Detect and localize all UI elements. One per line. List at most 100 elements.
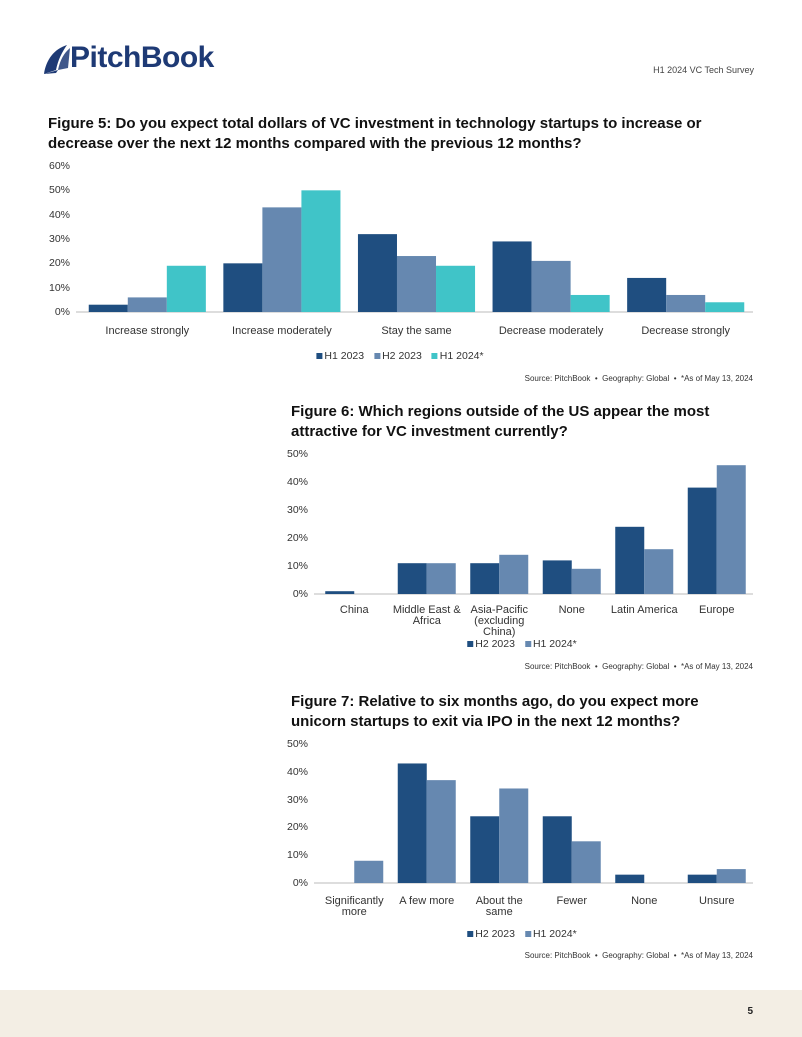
source-note: Source: PitchBook • Geography: Global • …: [524, 951, 753, 960]
chart-title: Figure 6: Which regions outside of the U…: [291, 403, 710, 440]
legend-swatch: [431, 353, 438, 359]
x-tick-label: Latin America: [610, 604, 678, 616]
x-tick-label: About the same: [475, 895, 523, 918]
bar: [325, 591, 355, 594]
y-tick-label: 30%: [286, 793, 308, 806]
bar: [615, 874, 645, 883]
y-tick-label: 40%: [48, 208, 70, 221]
legend: H2 2023 H1 2024*: [467, 638, 577, 650]
legend-label: H2 2023: [475, 638, 515, 650]
source-note: Source: PitchBook • Geography: Global • …: [524, 374, 753, 383]
bar: [531, 260, 571, 312]
bar: [492, 241, 532, 312]
y-tick-label: 30%: [48, 233, 70, 245]
bar: [687, 487, 717, 594]
x-tick-label: Fewer: [556, 895, 588, 907]
logo-icon: [44, 45, 70, 74]
bar: [499, 788, 529, 883]
legend-label: H1 2024*: [532, 928, 577, 940]
x-tick-label: Increase moderately: [232, 325, 332, 337]
x-tick-label: Asia-Pacific (excluding China): [470, 604, 528, 638]
bar: [627, 277, 667, 312]
bar: [716, 465, 746, 594]
bar: [499, 554, 529, 594]
source-note: Source: PitchBook • Geography: Global • …: [524, 662, 753, 671]
report-name: H1 2024 VC Tech Survey: [653, 65, 754, 75]
bar: [666, 294, 706, 312]
bar: [88, 304, 128, 312]
bar: [354, 860, 384, 883]
bar: [397, 763, 427, 883]
y-tick-label: 10%: [286, 560, 308, 572]
y-tick-label: 40%: [286, 765, 308, 778]
x-tick-label: Stay the same: [381, 325, 452, 337]
bar: [301, 190, 341, 312]
legend-swatch: [524, 931, 531, 937]
x-tick-label: Significantly more: [324, 895, 384, 918]
bar: [542, 816, 572, 883]
bar: [716, 869, 746, 883]
bar: [615, 526, 645, 594]
bar: [470, 816, 500, 883]
x-tick-label: Decrease moderately: [498, 325, 604, 337]
bar: [426, 563, 456, 594]
bar: [223, 263, 263, 312]
legend-label: H1 2024*: [439, 350, 484, 362]
x-tick-label: None: [558, 604, 585, 616]
bar: [357, 234, 397, 312]
bar: [436, 265, 476, 312]
y-tick-label: 50%: [286, 738, 308, 750]
bar: [166, 265, 206, 312]
y-tick-label: 20%: [48, 257, 70, 270]
legend-swatch: [374, 353, 381, 359]
legend-item: H2 2023: [374, 350, 422, 362]
x-tick-label: Europe: [699, 604, 735, 616]
y-tick-label: 0%: [292, 877, 308, 889]
legend-item: H2 2023: [467, 638, 515, 650]
x-tick-label: Increase strongly: [105, 325, 190, 337]
bar: [687, 874, 717, 883]
bar: [262, 207, 302, 312]
x-tick-label: Decrease strongly: [641, 325, 731, 337]
bar: [396, 256, 437, 312]
y-tick-label: 30%: [286, 504, 308, 516]
legend-item: H1 2023: [316, 350, 364, 362]
legend-label: H2 2023: [382, 350, 422, 362]
x-tick-label: Middle East & Africa: [392, 604, 461, 627]
y-tick-label: 0%: [292, 588, 308, 600]
bar: [426, 780, 456, 883]
x-tick-label: China: [339, 604, 369, 616]
bar: [705, 302, 745, 312]
y-tick-label: 50%: [48, 184, 70, 197]
bar: [571, 568, 601, 594]
x-tick-label: Unsure: [699, 895, 735, 907]
bar: [644, 549, 674, 594]
y-tick-label: 0%: [54, 306, 70, 318]
page-number: 5: [747, 1006, 753, 1017]
legend-item: H1 2024*: [431, 350, 484, 362]
legend-item: H1 2024*: [524, 928, 577, 940]
bar: [570, 294, 610, 312]
legend-item: H2 2023: [467, 928, 515, 940]
x-tick-label: A few more: [399, 895, 455, 907]
chart-title: Figure 7: Relative to six months ago, do…: [291, 693, 699, 730]
legend-swatch: [467, 641, 474, 647]
bar: [397, 563, 427, 594]
bar: [127, 297, 167, 312]
bar: [542, 560, 572, 594]
footer: 5: [0, 990, 802, 1037]
legend-item: H1 2024*: [524, 638, 577, 650]
legend-swatch: [467, 931, 474, 937]
logo-text: PitchBook: [70, 41, 214, 74]
y-tick-label: 40%: [286, 476, 308, 488]
y-tick-label: 50%: [286, 448, 308, 460]
legend-label: H2 2023: [475, 928, 515, 940]
legend: H1 2023 H2 2023 H1 2024*: [316, 350, 484, 362]
y-tick-label: 60%: [48, 160, 70, 172]
legend-label: H1 2024*: [532, 638, 577, 650]
y-tick-label: 20%: [286, 821, 308, 834]
y-tick-label: 10%: [48, 281, 70, 294]
legend-label: H1 2023: [324, 350, 365, 362]
legend-swatch: [316, 353, 323, 359]
